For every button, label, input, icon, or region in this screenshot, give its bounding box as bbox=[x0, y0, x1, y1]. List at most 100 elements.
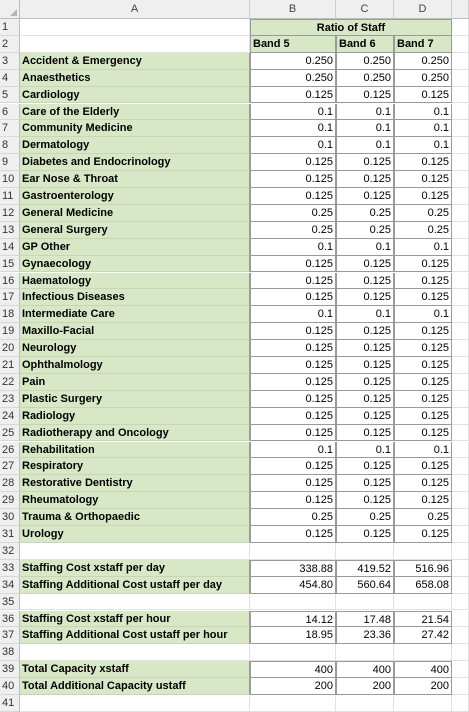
value-cell[interactable]: 0.125 bbox=[394, 492, 452, 510]
row-header-28[interactable]: 28 bbox=[0, 475, 20, 493]
value-cell[interactable]: 0.125 bbox=[336, 373, 394, 391]
row-header-14[interactable]: 14 bbox=[0, 238, 20, 256]
value-cell[interactable]: 0.125 bbox=[394, 154, 452, 172]
grid-cell[interactable] bbox=[452, 204, 469, 222]
row-header-16[interactable]: 16 bbox=[0, 272, 20, 290]
column-header-b[interactable]: B bbox=[250, 0, 336, 19]
value-cell[interactable]: 0.125 bbox=[394, 424, 452, 442]
grid-cell[interactable] bbox=[452, 407, 469, 425]
value-cell[interactable]: 0.1 bbox=[250, 238, 336, 256]
value-cell[interactable]: 17.48 bbox=[336, 610, 394, 628]
value-cell[interactable]: 0.125 bbox=[394, 255, 452, 273]
row-header-36[interactable]: 36 bbox=[0, 610, 20, 628]
value-cell[interactable]: 454.80 bbox=[250, 576, 336, 594]
value-cell[interactable]: 0.125 bbox=[394, 407, 452, 425]
value-cell[interactable]: 419.52 bbox=[336, 559, 394, 577]
value-cell[interactable]: 0.1 bbox=[336, 137, 394, 155]
grid-cell[interactable] bbox=[20, 19, 250, 36]
value-cell[interactable]: 0.250 bbox=[394, 52, 452, 70]
grid-cell[interactable] bbox=[20, 35, 250, 53]
value-cell[interactable]: 338.88 bbox=[250, 559, 336, 577]
value-cell[interactable]: 0.25 bbox=[336, 509, 394, 526]
row-header-3[interactable]: 3 bbox=[0, 52, 20, 70]
value-cell[interactable]: 0.1 bbox=[250, 120, 336, 138]
value-cell[interactable]: 0.125 bbox=[250, 424, 336, 442]
grid-cell[interactable] bbox=[452, 323, 469, 341]
value-cell[interactable]: 0.125 bbox=[336, 171, 394, 188]
row-header-10[interactable]: 10 bbox=[0, 171, 20, 188]
value-cell[interactable]: 0.1 bbox=[336, 441, 394, 459]
grid-cell[interactable] bbox=[452, 171, 469, 188]
value-cell[interactable]: 400 bbox=[336, 661, 394, 679]
row-header-35[interactable]: 35 bbox=[0, 593, 20, 611]
value-cell[interactable]: 0.125 bbox=[394, 171, 452, 188]
value-cell[interactable]: 0.125 bbox=[250, 407, 336, 425]
grid-cell[interactable] bbox=[20, 695, 250, 712]
grid-cell[interactable] bbox=[394, 695, 452, 712]
grid-cell[interactable] bbox=[452, 221, 469, 239]
value-cell[interactable]: 18.95 bbox=[250, 627, 336, 645]
grid-cell[interactable] bbox=[20, 593, 250, 611]
value-cell[interactable]: 0.125 bbox=[394, 289, 452, 307]
row-header-34[interactable]: 34 bbox=[0, 576, 20, 594]
value-cell[interactable]: 14.12 bbox=[250, 610, 336, 628]
value-cell[interactable]: 0.125 bbox=[250, 272, 336, 290]
row-header-26[interactable]: 26 bbox=[0, 441, 20, 459]
value-cell[interactable]: 0.1 bbox=[250, 137, 336, 155]
value-cell[interactable]: 21.54 bbox=[394, 610, 452, 628]
row-header-40[interactable]: 40 bbox=[0, 678, 20, 695]
value-cell[interactable]: 0.250 bbox=[336, 52, 394, 70]
value-cell[interactable]: 0.250 bbox=[394, 69, 452, 87]
grid-cell[interactable] bbox=[452, 188, 469, 205]
row-header-41[interactable]: 41 bbox=[0, 695, 20, 712]
row-header-5[interactable]: 5 bbox=[0, 86, 20, 104]
value-cell[interactable]: 0.1 bbox=[250, 306, 336, 324]
row-header-25[interactable]: 25 bbox=[0, 424, 20, 442]
grid-cell[interactable] bbox=[452, 559, 469, 577]
value-cell[interactable]: 0.1 bbox=[250, 441, 336, 459]
value-cell[interactable]: 0.1 bbox=[394, 120, 452, 138]
row-header-21[interactable]: 21 bbox=[0, 357, 20, 374]
row-header-38[interactable]: 38 bbox=[0, 644, 20, 662]
value-cell[interactable]: 400 bbox=[394, 661, 452, 679]
row-header-32[interactable]: 32 bbox=[0, 542, 20, 560]
grid-cell[interactable] bbox=[452, 86, 469, 104]
value-cell[interactable]: 0.125 bbox=[250, 188, 336, 205]
value-cell[interactable]: 0.125 bbox=[394, 475, 452, 493]
value-cell[interactable]: 0.125 bbox=[250, 492, 336, 510]
value-cell[interactable]: 0.125 bbox=[336, 526, 394, 543]
grid-cell[interactable] bbox=[452, 542, 469, 560]
value-cell[interactable]: 0.125 bbox=[250, 373, 336, 391]
grid-cell[interactable] bbox=[250, 593, 336, 611]
column-header-d[interactable]: D bbox=[394, 0, 452, 19]
value-cell[interactable]: 0.1 bbox=[336, 238, 394, 256]
row-header-2[interactable]: 2 bbox=[0, 35, 20, 53]
grid-cell[interactable] bbox=[452, 120, 469, 138]
value-cell[interactable]: 0.125 bbox=[250, 255, 336, 273]
value-cell[interactable]: 0.125 bbox=[250, 323, 336, 341]
row-header-13[interactable]: 13 bbox=[0, 221, 20, 239]
value-cell[interactable]: 0.25 bbox=[336, 204, 394, 222]
value-cell[interactable]: 0.125 bbox=[336, 475, 394, 493]
value-cell[interactable]: 0.125 bbox=[336, 86, 394, 104]
grid-cell[interactable] bbox=[336, 644, 394, 662]
grid-cell[interactable] bbox=[20, 644, 250, 662]
grid-cell[interactable] bbox=[452, 35, 469, 53]
value-cell[interactable]: 200 bbox=[336, 678, 394, 695]
row-header-8[interactable]: 8 bbox=[0, 137, 20, 155]
value-cell[interactable]: 0.125 bbox=[336, 340, 394, 357]
value-cell[interactable]: 0.125 bbox=[394, 357, 452, 374]
grid-cell[interactable] bbox=[452, 272, 469, 290]
row-header-39[interactable]: 39 bbox=[0, 661, 20, 679]
value-cell[interactable]: 200 bbox=[394, 678, 452, 695]
value-cell[interactable]: 0.25 bbox=[336, 221, 394, 239]
row-header-17[interactable]: 17 bbox=[0, 289, 20, 307]
value-cell[interactable]: 0.125 bbox=[336, 289, 394, 307]
grid-cell[interactable] bbox=[336, 593, 394, 611]
value-cell[interactable]: 0.125 bbox=[336, 458, 394, 476]
grid-cell[interactable] bbox=[336, 542, 394, 560]
value-cell[interactable]: 0.1 bbox=[394, 306, 452, 324]
value-cell[interactable]: 0.125 bbox=[394, 390, 452, 408]
value-cell[interactable]: 0.125 bbox=[336, 357, 394, 374]
value-cell[interactable]: 0.125 bbox=[336, 390, 394, 408]
